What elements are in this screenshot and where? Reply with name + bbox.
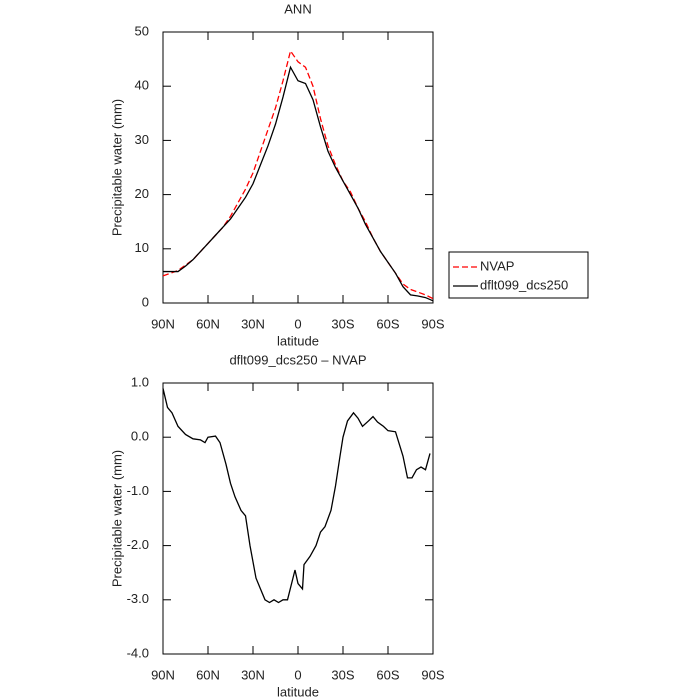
- data-line: [162, 49, 434, 300]
- x-tick-label: 0: [294, 316, 301, 331]
- y-axis-label: Precipitable water (mm): [109, 99, 124, 236]
- y-tick-label: 0.0: [131, 429, 149, 444]
- legend-box: [448, 251, 589, 299]
- x-tick-label: 30N: [241, 316, 265, 331]
- data-line: [163, 65, 434, 302]
- y-tick-label: -2.0: [127, 537, 149, 552]
- x-tick-label: 30N: [241, 667, 265, 682]
- y-tick-label: 0: [142, 294, 149, 309]
- y-axis-label: Precipitable water (mm): [109, 450, 124, 587]
- y-tick-label: 50: [135, 23, 149, 38]
- y-tick-label: -1.0: [127, 483, 149, 498]
- x-tick-label: 30S: [331, 667, 354, 682]
- x-tick-label: 60S: [376, 667, 399, 682]
- x-tick-label: 90N: [151, 667, 175, 682]
- y-tick-label: 1.0: [131, 374, 149, 389]
- y-tick-label: 20: [135, 186, 149, 201]
- x-axis-label: latitude: [277, 684, 319, 699]
- plot-frame: [162, 382, 434, 655]
- plot-frame: [162, 31, 434, 304]
- y-tick-label: -4.0: [127, 645, 149, 660]
- x-tick-label: 90S: [421, 667, 444, 682]
- x-tick-label: 90N: [151, 316, 175, 331]
- x-tick-label: 60S: [376, 316, 399, 331]
- x-tick-label: 30S: [331, 316, 354, 331]
- chart-title: dflt099_dcs250 – NVAP: [229, 352, 366, 367]
- x-axis-label: latitude: [277, 333, 319, 348]
- data-line: [162, 388, 431, 604]
- y-tick-label: 10: [135, 240, 149, 255]
- legend-label: NVAP: [480, 258, 514, 273]
- x-tick-label: 90S: [421, 316, 444, 331]
- y-tick-label: 30: [135, 132, 149, 147]
- legend-label: dflt099_dcs250: [480, 277, 568, 292]
- x-tick-label: 0: [294, 667, 301, 682]
- chart-title: ANN: [284, 1, 311, 16]
- y-tick-label: 40: [135, 78, 149, 93]
- y-tick-label: -3.0: [127, 591, 149, 606]
- x-tick-label: 60N: [196, 667, 220, 682]
- x-tick-label: 60N: [196, 316, 220, 331]
